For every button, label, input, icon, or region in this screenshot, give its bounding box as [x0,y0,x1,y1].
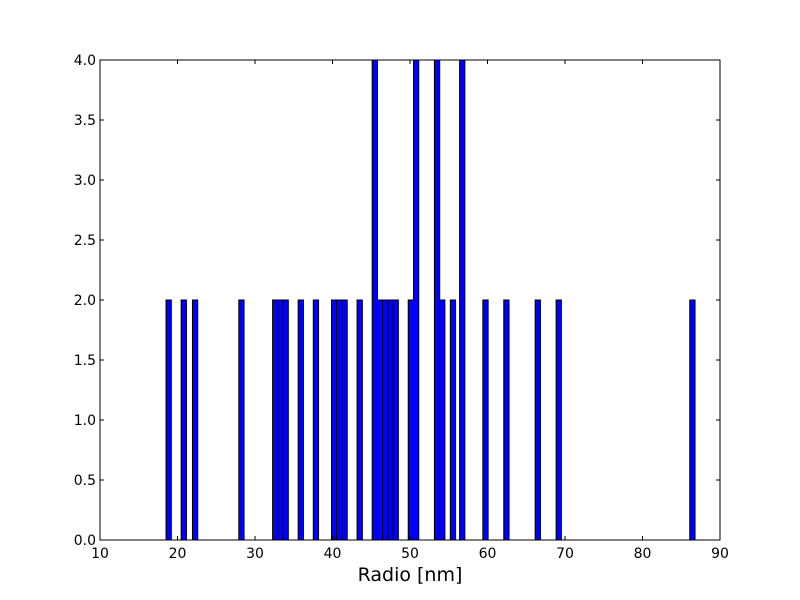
x-tick-label: 60 [479,546,497,562]
y-tick-label: 4.0 [74,53,96,69]
histogram-bar-4 [238,299,245,541]
histogram-bar-18 [392,299,399,541]
histogram-bar-25 [482,299,489,541]
plot-frame [99,59,721,541]
histogram-bar-14 [371,59,378,541]
histogram-bar-11 [336,299,343,541]
x-tick-label: 40 [324,546,342,562]
y-tick-label: 0.0 [74,533,96,549]
histogram-bar-13 [356,299,363,541]
y-tick-label: 1.0 [74,413,96,429]
histogram-bar-22 [439,299,446,541]
histogram-bar-16 [382,299,389,541]
histogram-bar-15 [376,299,384,541]
histogram-bar-7 [282,299,289,541]
histogram-bar-17 [387,299,394,541]
y-tick-label: 2.0 [74,293,96,309]
x-tick-label: 70 [556,546,574,562]
histogram-bar-3 [191,299,199,541]
histogram-bar-19 [407,299,414,541]
y-tick-label: 3.5 [74,113,96,129]
x-axis-label: Radio [nm] [358,564,463,586]
histogram-bar-20 [412,59,420,541]
histogram-bar-6 [277,299,284,541]
x-tick-label: 80 [634,546,652,562]
x-tick-label: 90 [711,546,729,562]
histogram-bar-27 [534,299,541,541]
y-tick-label: 3.0 [74,173,96,189]
histogram-bar-8 [297,299,304,541]
x-tick-label: 20 [169,546,187,562]
histogram-bar-21 [433,59,441,541]
x-tick-label: 10 [91,546,109,562]
y-tick-label: 2.5 [74,233,96,249]
histogram-bar-1 [165,299,172,541]
y-tick-label: 0.5 [74,473,96,489]
histogram-bar-9 [312,299,320,541]
x-tick-label: 30 [246,546,264,562]
histogram-bar-26 [503,299,510,541]
histogram-bar-5 [272,299,279,541]
histogram-bar-10 [330,299,338,541]
y-tick-label: 1.5 [74,353,96,369]
histogram-bar-24 [459,59,466,541]
histogram-bar-29 [689,299,696,541]
x-tick-label: 50 [401,546,419,562]
histogram-bar-12 [341,299,348,541]
ticks-group: 10 20 30 40 50 60 70 80 90 0.0 0.5 1.0 1.5 2.0 2.5 3.0 3… [74,53,729,562]
histogram-bar-23 [449,299,457,541]
histogram-bar-2 [180,299,187,541]
histogram-bar-28 [555,299,562,541]
